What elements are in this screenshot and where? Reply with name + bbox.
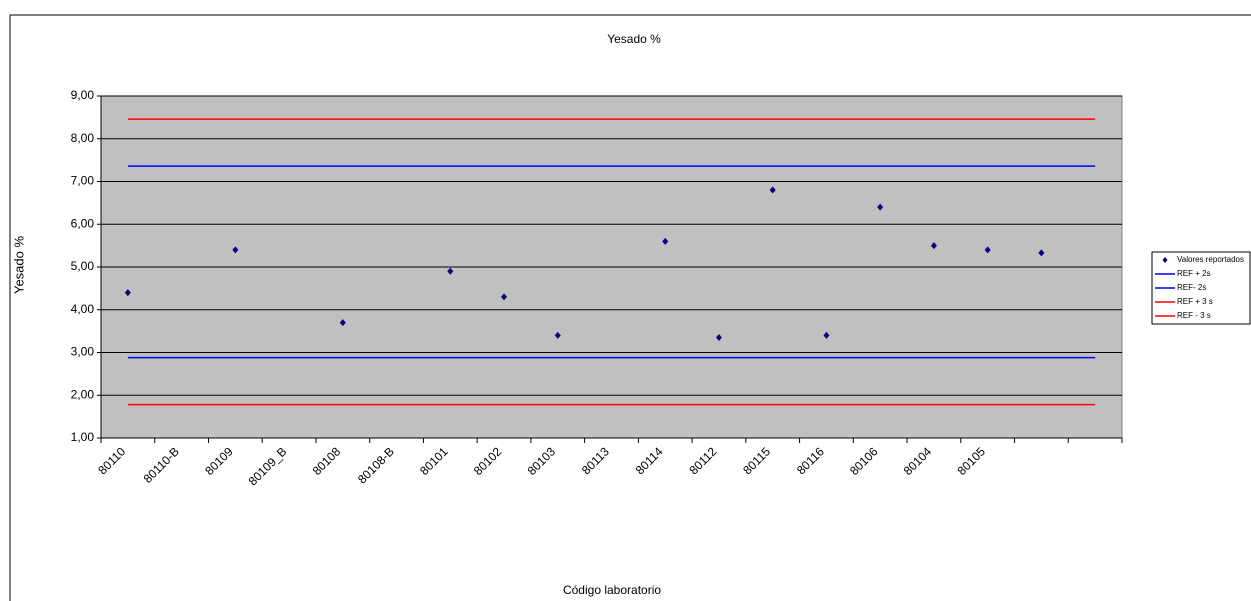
y-tick-label: 6,00: [71, 216, 95, 230]
legend-label: REF - 3 s: [1177, 311, 1211, 320]
y-tick-label: 5,00: [71, 259, 95, 273]
legend-label: REF- 2s: [1177, 283, 1206, 292]
legend-label: Valores reportados: [1177, 255, 1244, 264]
data-point: [877, 203, 884, 211]
data-point: [662, 237, 669, 245]
y-tick-label: 4,00: [71, 302, 95, 316]
y-axis-label: Yesado %: [11, 236, 26, 295]
data-point: [715, 334, 722, 342]
chart-title: Yesado %: [607, 32, 661, 46]
y-tick-label: 9,00: [71, 88, 95, 102]
legend-label: REF + 3 s: [1177, 297, 1213, 306]
data-point: [124, 289, 131, 297]
x-axis-label: Código laboratorio: [563, 583, 661, 597]
data-point: [232, 246, 239, 254]
y-tick-label: 2,00: [71, 387, 95, 401]
data-point: [823, 331, 830, 339]
y-tick-label: 1,00: [71, 430, 95, 444]
data-point: [554, 331, 561, 339]
data-point: [769, 186, 776, 194]
data-point: [501, 293, 508, 301]
data-point: [984, 246, 991, 254]
legend-label: REF + 2s: [1177, 269, 1211, 278]
y-tick-label: 8,00: [71, 131, 95, 145]
data-point: [1038, 249, 1045, 257]
y-tick-label: 3,00: [71, 345, 95, 359]
data-point: [447, 267, 454, 275]
data-point: [930, 242, 937, 250]
data-point: [339, 319, 346, 327]
y-tick-label: 7,00: [71, 174, 95, 188]
legend-symbol: [1162, 257, 1168, 263]
